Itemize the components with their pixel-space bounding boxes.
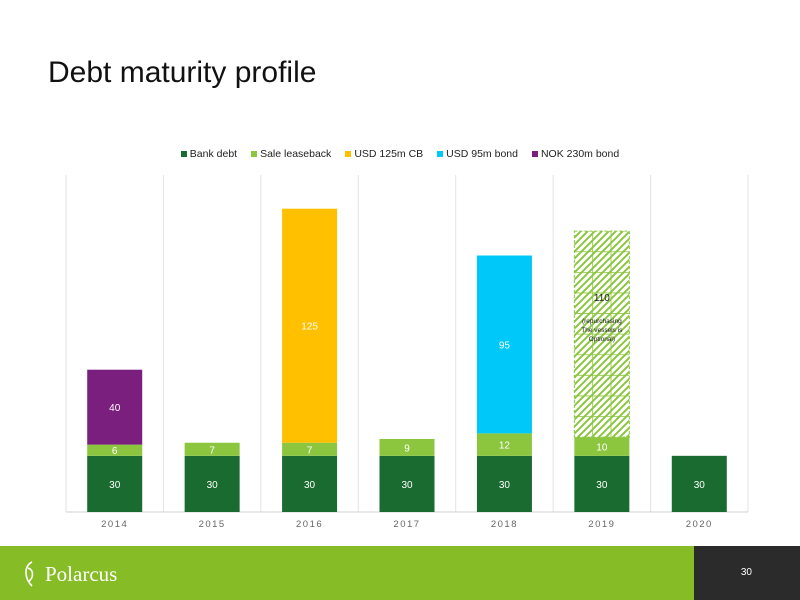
data-label: 30: [207, 480, 219, 491]
chart-legend: Bank debt Sale leaseback USD 125m CB USD 95…: [0, 148, 800, 160]
data-label: 7: [307, 445, 313, 456]
legend-label: NOK 230m bond: [540, 148, 620, 160]
legend-item-1: Sale leaseback: [251, 148, 331, 160]
bar-segment: [574, 455, 630, 512]
data-label: 30: [304, 480, 316, 491]
bar-segment: [87, 455, 143, 512]
legend-label: USD 95m bond: [446, 148, 518, 160]
data-label: 40: [109, 403, 121, 414]
bar-segment: [671, 455, 727, 512]
bar-segment: [184, 442, 240, 456]
x-tick-label: 2014: [101, 519, 128, 530]
legend-label: Sale leaseback: [260, 148, 332, 160]
x-tick-label: 2020: [686, 519, 713, 530]
data-label: 7: [209, 445, 215, 456]
bar-segment: [476, 433, 532, 456]
bar-segment: [476, 255, 532, 434]
bar-segment: [282, 208, 338, 443]
x-tick-label: 2017: [393, 519, 420, 530]
data-label: 12: [499, 441, 511, 452]
bar-segment: [184, 455, 240, 512]
legend-swatch: [251, 151, 258, 157]
data-label: 30: [401, 480, 413, 491]
bar-note: The vessels is: [581, 327, 623, 334]
bar-segment: [574, 437, 630, 456]
bar-segment: [282, 442, 338, 456]
x-tick-label: 2016: [296, 519, 323, 530]
stacked-bar-chart: 30 6 40 2014 30 7 2015 30 7 125 2016 30 9 2017 30 12 95 2…: [65, 175, 749, 530]
bar-segment: [476, 455, 532, 512]
data-label: 125: [301, 322, 318, 333]
legend-swatch: [345, 151, 352, 157]
legend-label: USD 125m CB: [354, 148, 424, 160]
x-tick-label: 2015: [199, 519, 226, 530]
footer-bar: Polarcus 30: [0, 546, 800, 600]
bar-segment: [379, 438, 435, 456]
legend-swatch: [437, 151, 444, 157]
data-label: 6: [112, 446, 118, 457]
swirl-icon: [25, 561, 34, 587]
legend-item-3: USD 95m bond: [437, 148, 518, 160]
data-label: 30: [694, 480, 706, 491]
bar-segment: [87, 369, 143, 445]
polarcus-logo: Polarcus: [22, 560, 117, 588]
bar-note: Optional): [589, 336, 615, 343]
data-label: 30: [109, 480, 121, 491]
data-label: 30: [499, 480, 511, 491]
x-tick-label: 2019: [588, 519, 615, 530]
legend-item-0: Bank debt: [180, 148, 238, 160]
bar-segment: [87, 444, 143, 456]
legend-label: Bank debt: [189, 148, 238, 160]
footer-dark-panel: 30: [694, 546, 800, 600]
page-title: Debt maturity profile: [48, 56, 317, 89]
legend-swatch: [180, 151, 187, 157]
legend-swatch: [531, 151, 538, 157]
legend-item-2: USD 125m CB: [345, 148, 423, 160]
data-label: 95: [499, 340, 511, 351]
x-tick-label: 2018: [491, 519, 518, 530]
page-number: 30: [740, 567, 752, 578]
legend-item-4: NOK 230m bond: [531, 148, 620, 160]
bar-note: (repurchasing: [582, 318, 622, 325]
data-label: 110: [594, 293, 610, 304]
bar-segment: [282, 455, 338, 512]
data-label: 30: [596, 480, 608, 491]
brand-name: Polarcus: [45, 561, 118, 586]
data-label: 10: [596, 442, 608, 453]
bar-segment: [379, 455, 435, 512]
data-label: 9: [404, 443, 410, 454]
